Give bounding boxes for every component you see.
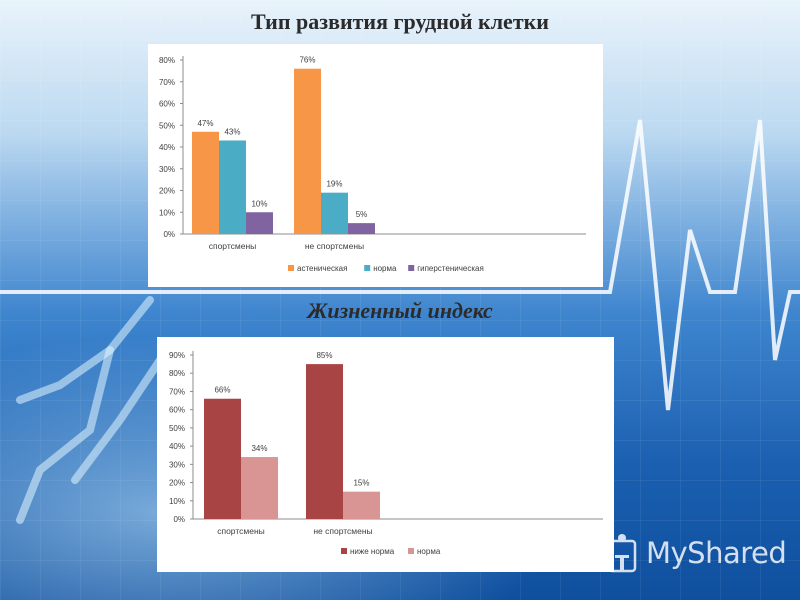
chart1-svg: 0% 10% 20% 30% 40% 50% 60% 70% 80% 47% 43% 10% спорт… (159, 56, 586, 273)
y-tick-label: 80% (169, 369, 185, 378)
y-tick-label: 90% (169, 351, 185, 360)
x-tick-label: спортсмены (209, 241, 257, 251)
y-tick-label: 80% (159, 56, 175, 65)
bar (246, 212, 273, 234)
y-tick-label: 0% (173, 515, 185, 524)
y-tick-label: 10% (159, 208, 175, 217)
legend-label: гиперстеническая (417, 264, 484, 273)
lectern-person-icon (607, 534, 637, 573)
y-tick-label: 50% (159, 121, 175, 130)
bar (241, 457, 278, 519)
data-label: 85% (316, 351, 332, 360)
legend-label: норма (417, 547, 441, 556)
y-tick-label: 20% (159, 187, 175, 196)
bar (348, 223, 375, 234)
y-tick-label: 50% (169, 424, 185, 433)
y-tick-label: 70% (169, 387, 185, 396)
y-tick-label: 70% (159, 78, 175, 87)
legend-swatch (341, 548, 347, 554)
data-label: 19% (326, 180, 342, 189)
watermark-text: MyShared (646, 536, 787, 570)
chart2-title: Жизненный индекс (307, 298, 493, 323)
bar (192, 131, 219, 234)
y-tick-label: 0% (163, 230, 175, 239)
y-tick-label: 30% (159, 165, 175, 174)
legend-swatch (288, 265, 294, 271)
x-tick-label: не спортсмены (313, 526, 372, 536)
legend-swatch (364, 265, 371, 271)
legend-swatch (408, 265, 415, 271)
legend-label: норма (373, 264, 397, 273)
x-tick-label: спортсмены (217, 526, 265, 536)
data-label: 76% (299, 56, 315, 65)
bar (321, 192, 348, 234)
bar (343, 491, 380, 519)
bar (204, 398, 241, 519)
data-label: 34% (251, 444, 267, 453)
bar (219, 140, 246, 234)
x-tick-label: не спортсмены (305, 241, 364, 251)
legend-swatch (408, 548, 414, 554)
data-label: 47% (197, 119, 213, 128)
legend-label: ниже норма (350, 547, 395, 556)
data-label: 15% (353, 479, 369, 488)
bar (294, 68, 321, 234)
y-tick-label: 40% (159, 143, 175, 152)
skeleton-silhouette (16, 296, 164, 524)
data-label: 10% (251, 199, 267, 208)
data-label: 66% (214, 386, 230, 395)
chart2-svg: 0% 10% 20% 30% 40% 50% 60% 70% 80% 90% 66% 34% спорт… (169, 351, 603, 556)
chart1-panel: 0% 10% 20% 30% 40% 50% 60% 70% 80% 47% 43% 10% спорт… (148, 44, 603, 287)
data-label: 5% (356, 210, 368, 219)
y-tick-label: 40% (169, 442, 185, 451)
y-tick-label: 10% (169, 497, 185, 506)
y-tick-label: 30% (169, 460, 185, 469)
data-label: 43% (224, 127, 240, 136)
bar (306, 364, 343, 519)
y-tick-label: 20% (169, 479, 185, 488)
chart2-panel: 0% 10% 20% 30% 40% 50% 60% 70% 80% 90% 66% 34% спорт… (157, 337, 614, 572)
y-tick-label: 60% (159, 100, 175, 109)
legend-label: астеническая (297, 264, 347, 273)
myshared-watermark: MyShared (606, 531, 787, 575)
y-tick-label: 60% (169, 406, 185, 415)
chart1-title: Тип развития грудной клетки (251, 9, 549, 34)
